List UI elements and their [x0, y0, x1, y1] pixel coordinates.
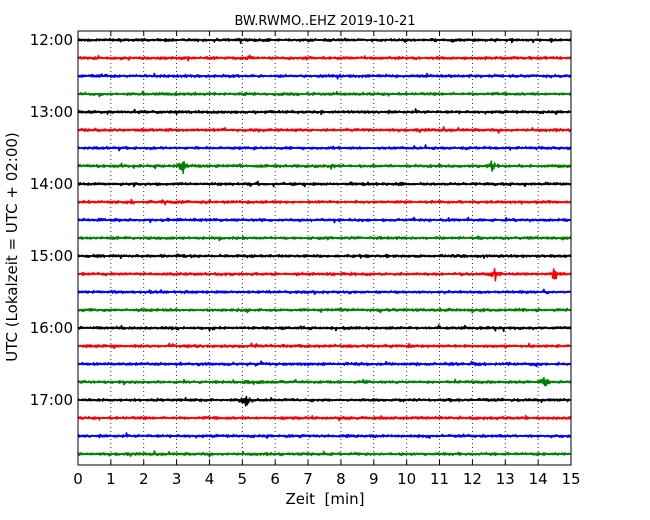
trace-1530 [77, 288, 572, 296]
plot-frame [77, 30, 572, 466]
trace-1415 [77, 198, 572, 206]
trace-1300 [77, 108, 572, 116]
y-tick-label: 13:00 [30, 103, 73, 121]
x-tick-label: 7 [303, 470, 313, 488]
trace-1245 [77, 90, 572, 98]
trace-1600 [77, 324, 572, 333]
x-axis: 0 1 2 3 4 5 6 7 8 9 10 11 12 13 14 15 [73, 31, 581, 488]
trace-1745 [77, 450, 572, 458]
trace-1500 [77, 253, 572, 260]
trace-1700 [77, 395, 572, 407]
trace-1200 [77, 37, 572, 45]
x-tick-label: 14 [529, 470, 548, 488]
x-tick-label: 11 [430, 470, 449, 488]
trace-1230 [77, 72, 572, 80]
x-tick-label: 2 [139, 470, 149, 488]
trace-1615 [77, 342, 572, 350]
trace-1645 [77, 376, 572, 387]
x-tick-label: 5 [238, 470, 248, 488]
chart-title: BW.RWMO..EHZ 2019-10-21 [234, 14, 415, 29]
y-tick-label: 12:00 [30, 31, 73, 49]
x-tick-label: 12 [463, 470, 482, 488]
trace-1730 [77, 432, 572, 440]
trace-1445 [77, 235, 572, 242]
x-tick-label: 3 [172, 470, 182, 488]
trace-1630 [77, 360, 572, 368]
y-tick-label: 14:00 [30, 175, 73, 193]
y-axis: 12:00 13:00 14:00 15:00 16:00 17:00 [30, 31, 571, 409]
x-tick-label: 0 [73, 470, 83, 488]
trace-1715 [77, 414, 572, 422]
trace-1545 [77, 307, 572, 314]
trace-1400 [77, 180, 572, 188]
grid-lines [110, 31, 539, 465]
trace-1215 [77, 54, 572, 62]
x-axis-label: Zeit [min] [285, 490, 364, 508]
y-tick-label: 15:00 [30, 247, 73, 265]
trace-1330 [77, 144, 572, 152]
x-tick-label: 4 [205, 470, 215, 488]
x-tick-label: 10 [397, 470, 416, 488]
trace-1345 [77, 160, 572, 174]
trace-1515 [77, 267, 572, 282]
y-axis-label: UTC (Lokalzeit = UTC + 02:00) [3, 132, 21, 362]
trace-layer [77, 37, 572, 458]
x-tick-label: 6 [270, 470, 280, 488]
x-tick-label: 13 [496, 470, 515, 488]
y-tick-label: 16:00 [30, 319, 73, 337]
x-tick-label: 9 [369, 470, 379, 488]
x-tick-label: 15 [561, 470, 580, 488]
trace-1430 [77, 216, 572, 224]
y-tick-label: 17:00 [30, 391, 73, 409]
trace-1315 [77, 126, 572, 134]
x-tick-label: 8 [336, 470, 346, 488]
x-tick-label: 1 [106, 470, 116, 488]
